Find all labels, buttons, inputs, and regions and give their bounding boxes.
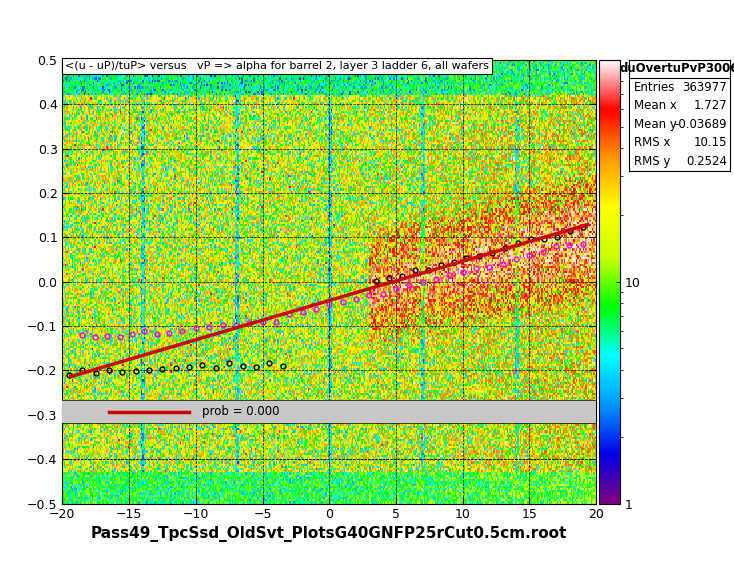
- Text: RMS x: RMS x: [634, 137, 670, 150]
- X-axis label: Pass49_TpcSsd_OldSvt_PlotsG40GNFP25rCut0.5cm.root: Pass49_TpcSsd_OldSvt_PlotsG40GNFP25rCut0…: [91, 526, 567, 542]
- Text: Mean x: Mean x: [634, 100, 677, 113]
- Text: RMS y: RMS y: [634, 155, 670, 168]
- Text: Entries: Entries: [634, 81, 675, 94]
- Text: duOvertuPvP3006: duOvertuPvP3006: [620, 63, 734, 76]
- Text: Mean y: Mean y: [634, 118, 677, 131]
- Text: 1.727: 1.727: [694, 100, 727, 113]
- Bar: [62, 400, 596, 423]
- Text: prob = 0.000: prob = 0.000: [203, 405, 280, 418]
- Text: 363977: 363977: [683, 81, 727, 94]
- Text: 10.15: 10.15: [694, 137, 727, 150]
- Text: -0.03689: -0.03689: [675, 118, 727, 131]
- Text: <(u - uP)/tuP> versus   vP => alpha for barrel 2, layer 3 ladder 6, all wafers: <(u - uP)/tuP> versus vP => alpha for ba…: [65, 61, 489, 71]
- Text: 0.2524: 0.2524: [686, 155, 727, 168]
